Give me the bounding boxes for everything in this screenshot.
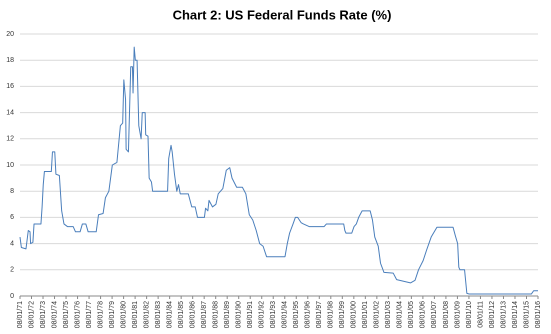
y-tick-label: 20 — [6, 31, 14, 38]
x-tick-label: 08/01/90 — [236, 301, 243, 328]
x-tick-label: 08/01/00 — [351, 301, 358, 328]
x-tick-label: 08/01/76 — [74, 301, 81, 328]
x-tick-label: 08/01/91 — [247, 301, 254, 328]
x-tick-label: 08/01/77 — [86, 301, 93, 328]
x-tick-label: 08/01/93 — [270, 301, 277, 328]
x-tick-label: 08/01/83 — [155, 301, 162, 328]
x-tick-label: 08/01/05 — [408, 301, 415, 328]
x-tick-label: 08/01/11 — [477, 301, 484, 328]
x-tick-label: 08/01/13 — [500, 301, 507, 328]
x-tick-label: 08/01/79 — [109, 301, 116, 328]
y-tick-label: 18 — [6, 57, 14, 64]
x-tick-label: 08/01/06 — [420, 301, 427, 328]
x-tick-label: 08/01/16 — [535, 301, 542, 328]
x-tick-label: 08/01/92 — [259, 301, 266, 328]
x-tick-label: 08/01/81 — [132, 301, 139, 328]
x-tick-label: 08/01/88 — [213, 301, 220, 328]
y-tick-label: 0 — [10, 293, 14, 300]
y-tick-label: 10 — [6, 162, 14, 169]
x-tick-label: 08/01/72 — [28, 301, 35, 328]
x-tick-label: 08/01/80 — [120, 301, 127, 328]
x-tick-label: 08/01/95 — [293, 301, 300, 328]
x-tick-label: 08/01/71 — [17, 301, 24, 328]
y-tick-label: 12 — [6, 136, 14, 143]
x-tick-label: 08/01/10 — [466, 301, 473, 328]
x-tick-label: 08/01/14 — [512, 301, 519, 328]
x-tick-label: 08/01/01 — [362, 301, 369, 328]
x-tick-label: 08/01/99 — [339, 301, 346, 328]
x-tick-label: 08/01/02 — [374, 301, 381, 328]
x-tick-label: 08/01/12 — [489, 301, 496, 328]
x-tick-label: 08/01/74 — [51, 301, 58, 328]
y-tick-label: 14 — [6, 109, 14, 116]
x-tick-label: 08/01/85 — [178, 301, 185, 328]
x-tick-label: 08/01/82 — [143, 301, 150, 328]
y-tick-label: 8 — [10, 188, 14, 195]
x-tick-label: 08/01/78 — [97, 301, 104, 328]
x-tick-label: 08/01/96 — [305, 301, 312, 328]
y-tick-label: 2 — [10, 267, 14, 274]
x-tick-label: 08/01/94 — [282, 301, 289, 328]
y-tick-label: 16 — [6, 83, 14, 90]
x-tick-label: 08/01/86 — [190, 301, 197, 328]
x-tick-label: 08/01/75 — [63, 301, 70, 328]
x-tick-label: 08/01/89 — [224, 301, 231, 328]
x-tick-label: 08/01/87 — [201, 301, 208, 328]
x-tick-label: 08/01/08 — [443, 301, 450, 328]
x-tick-label: 08/01/15 — [523, 301, 530, 328]
x-tick-label: 08/01/98 — [328, 301, 335, 328]
line-series — [19, 46, 538, 295]
x-tick-label: 08/01/97 — [316, 301, 323, 328]
chart-title: Chart 2: US Federal Funds Rate (%) — [173, 7, 392, 22]
x-tick-label: 08/01/03 — [385, 301, 392, 328]
y-tick-label: 4 — [10, 240, 14, 247]
y-tick-label: 6 — [10, 214, 14, 221]
x-tick-label: 08/01/07 — [431, 301, 438, 328]
x-tick-label: 08/01/09 — [454, 301, 461, 328]
x-tick-label: 08/01/84 — [166, 301, 173, 328]
x-tick-label: 08/01/73 — [40, 301, 47, 328]
x-tick-label: 08/01/04 — [397, 301, 404, 328]
